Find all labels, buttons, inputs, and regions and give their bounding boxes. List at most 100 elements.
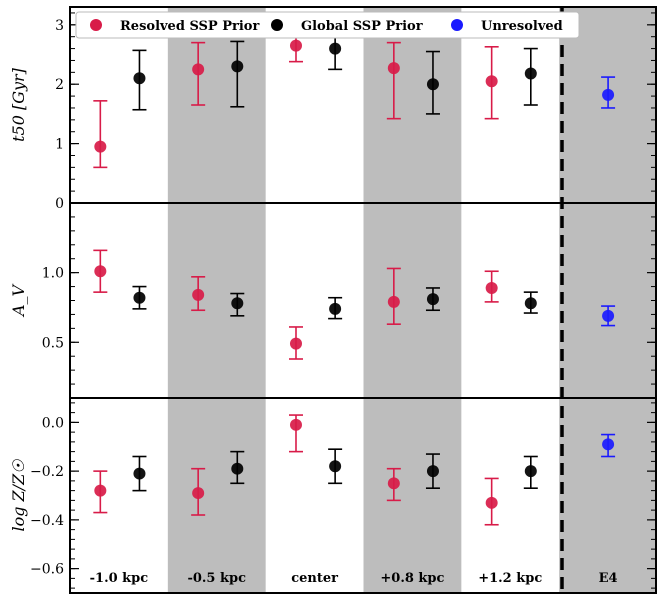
panel-frames — [69, 6, 657, 594]
category-label: center — [291, 571, 338, 586]
marker — [192, 288, 205, 301]
legend-marker — [90, 19, 102, 31]
marker — [426, 465, 439, 478]
category-label: -1.0 kpc — [90, 571, 149, 586]
data-point — [523, 291, 538, 314]
data-point — [601, 433, 616, 458]
yaxis-label-1: A_V — [9, 284, 28, 319]
data-point — [230, 450, 245, 485]
legend-marker — [451, 19, 463, 31]
legend-label: Unresolved — [481, 19, 563, 34]
marker — [133, 467, 146, 480]
data-point — [425, 287, 440, 312]
marker — [94, 484, 107, 497]
data-point — [132, 285, 147, 310]
data-point — [191, 467, 206, 516]
ytick-label: 1.0 — [42, 266, 64, 282]
data-point — [191, 276, 206, 312]
legend-label: Resolved SSP Prior — [120, 19, 259, 34]
shaded-column-1 — [167, 7, 266, 593]
marker — [289, 418, 302, 431]
legend-marker — [271, 19, 283, 31]
yaxis-label-0: t50 [Gyr] — [9, 67, 28, 142]
ytick-label: 0 — [55, 196, 64, 212]
marker — [387, 477, 400, 490]
category-label: +1.2 kpc — [478, 571, 542, 586]
data-point — [484, 477, 499, 526]
marker — [485, 75, 498, 88]
ytick-label: 0.5 — [42, 335, 64, 351]
data-point — [484, 45, 499, 120]
data-point — [328, 448, 343, 485]
yaxis-label-2: log Z/Z☉ — [9, 459, 28, 532]
marker — [485, 281, 498, 294]
data-point — [601, 305, 616, 327]
category-label: -0.5 kpc — [187, 571, 246, 586]
marker — [387, 62, 400, 75]
data-point — [288, 414, 303, 453]
data-point — [386, 267, 401, 325]
marker — [426, 78, 439, 91]
marker — [133, 291, 146, 304]
marker — [602, 438, 615, 451]
data-point — [132, 49, 147, 111]
marker — [94, 265, 107, 278]
marker — [329, 42, 342, 55]
axis-ticks: 0 1 2 3 t50 [Gyr] 0.5 1.0 A_V −0.6 −0.4 −0.2 0.0 log… — [9, 12, 656, 589]
data-point — [386, 41, 401, 120]
marker — [524, 297, 537, 310]
shaded-columns — [167, 7, 657, 593]
ytick-label: −0.4 — [30, 513, 64, 529]
data-point — [328, 296, 343, 320]
ytick-label: −0.6 — [30, 562, 64, 578]
ytick-label: 3 — [55, 18, 64, 34]
marker — [231, 462, 244, 475]
data-point — [132, 455, 147, 492]
panel-frame-2 — [69, 397, 657, 594]
category-label: E4 — [599, 571, 618, 586]
data-point — [93, 470, 108, 514]
marker — [426, 293, 439, 306]
category-labels: -1.0 kpc -0.5 kpc center +0.8 kpc +1.2 kpc E4 — [90, 571, 618, 586]
data-point — [230, 292, 245, 317]
data-point — [230, 40, 245, 108]
legend: Resolved SSP Prior Global SSP Prior Unreso… — [75, 11, 580, 39]
marker — [289, 337, 302, 350]
marker — [329, 460, 342, 473]
data-point — [93, 100, 108, 169]
data-point — [484, 270, 499, 303]
data-point — [523, 47, 538, 106]
data-point — [93, 249, 108, 293]
data-point — [523, 455, 538, 489]
marker — [192, 487, 205, 500]
ytick-label: 2 — [55, 77, 64, 93]
data-point — [601, 76, 616, 109]
marker — [602, 309, 615, 322]
marker — [231, 60, 244, 73]
marker — [524, 67, 537, 80]
marker — [485, 496, 498, 509]
marker — [602, 88, 615, 101]
marker — [192, 63, 205, 76]
ytick-label: −0.2 — [30, 464, 64, 480]
ytick-label: 0.0 — [42, 415, 64, 431]
marker — [133, 72, 146, 85]
ytick-label: 1 — [55, 137, 64, 153]
data-point — [425, 50, 440, 115]
data-point — [386, 467, 401, 502]
legend-box — [75, 11, 580, 39]
data-points — [93, 32, 616, 526]
data-point — [191, 41, 206, 106]
marker — [329, 302, 342, 315]
marker — [94, 140, 107, 153]
category-label: +0.8 kpc — [380, 571, 444, 586]
marker — [524, 465, 537, 478]
marker — [231, 297, 244, 310]
data-point — [328, 34, 343, 71]
marker — [289, 39, 302, 52]
legend-label: Global SSP Prior — [301, 19, 423, 34]
shaded-column-3 — [363, 7, 462, 593]
data-point — [288, 326, 303, 360]
marker — [387, 295, 400, 308]
